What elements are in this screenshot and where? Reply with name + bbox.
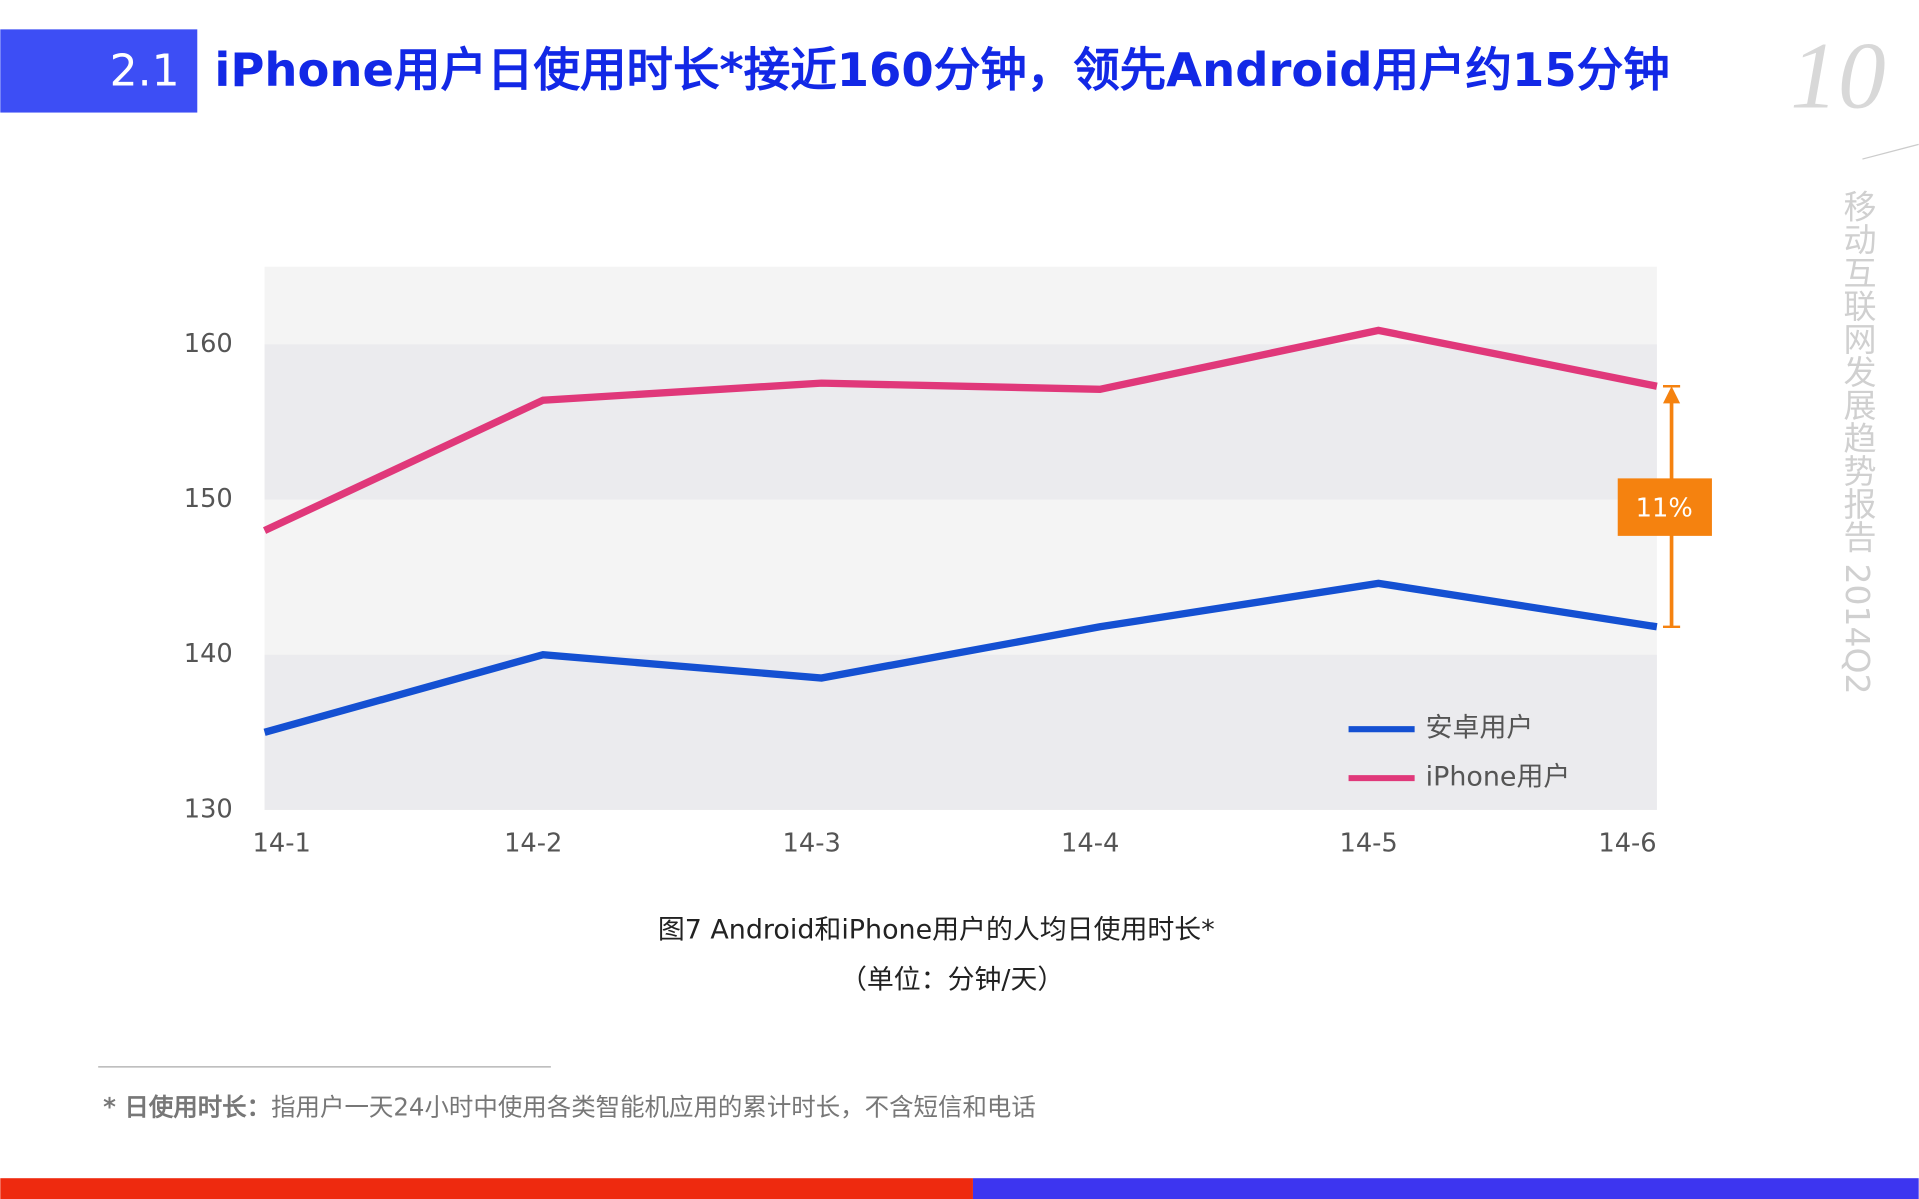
x-tick-label: 14-6	[1598, 829, 1656, 859]
y-tick-label: 160	[184, 329, 233, 359]
y-tick-label: 150	[184, 484, 233, 514]
series-line	[263, 579, 1658, 736]
annotation-box	[1617, 478, 1712, 536]
annotation-label: 11%	[1636, 493, 1693, 523]
series-line	[263, 326, 1658, 534]
page-number: 10	[1790, 23, 1885, 129]
x-tick-label: 14-1	[253, 829, 311, 859]
page-title: iPhone用户日使用时长*接近160分钟，领先Android用户约15分钟	[214, 43, 1669, 97]
annotation-arrowhead	[1662, 386, 1681, 404]
side-text: 移动互联网发展趋势报告 2014Q2	[1838, 190, 1877, 695]
grid-band	[264, 344, 1657, 500]
section-number: 2.1	[110, 45, 180, 96]
y-tick-label: 130	[184, 794, 233, 824]
footer-bar	[972, 1178, 1919, 1199]
chart: 130 140 150 160 14-1 14-2 14-3 14-4 14-5 14-6 安卓用户…	[184, 266, 1712, 859]
x-tick-label: 14-3	[783, 829, 841, 859]
grid-band	[264, 654, 1657, 810]
footnote-term: * 日使用时长：	[103, 1092, 271, 1121]
legend-label: 安卓用户	[1426, 713, 1534, 744]
footnote: * 日使用时长：指用户一天24小时中使用各类智能机应用的累计时长，不含短信和电话	[103, 1092, 1036, 1121]
x-tick-label: 14-2	[504, 829, 562, 859]
x-tick-label: 14-5	[1339, 829, 1397, 859]
caption: 图7 Android和iPhone用户的人均日使用时长*	[658, 915, 1215, 946]
divider	[1862, 143, 1919, 160]
caption: （单位：分钟/天）	[840, 965, 1064, 996]
legend-label: iPhone用户	[1426, 762, 1571, 793]
x-tick-label: 14-4	[1061, 829, 1119, 859]
section-box	[0, 29, 198, 113]
y-tick-label: 140	[184, 639, 233, 669]
footer-bar	[0, 1178, 973, 1199]
footnote-text: 指用户一天24小时中使用各类智能机应用的累计时长，不含短信和电话	[271, 1092, 1036, 1121]
